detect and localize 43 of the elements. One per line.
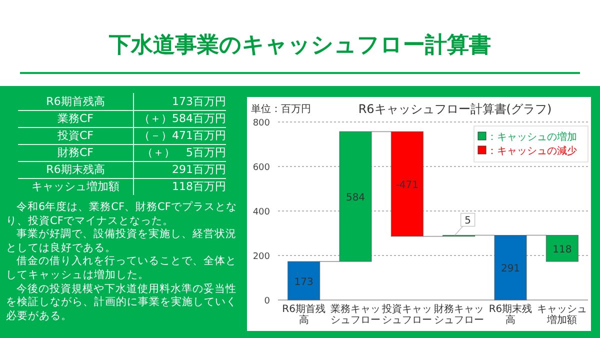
- legend-label: ：キャッシュの増加: [487, 131, 577, 143]
- y-tick-label: 600: [252, 163, 270, 173]
- text: 291百万円: [171, 162, 226, 178]
- x-tick-label: R6期末残高: [488, 303, 532, 326]
- bar: [288, 261, 320, 300]
- bar: [339, 131, 372, 262]
- data-label: 173: [294, 276, 314, 288]
- text: 業務CF: [56, 111, 94, 127]
- text: 下水道事業のキャッシュフロー計算書: [108, 32, 492, 60]
- y-tick-label: 800: [252, 118, 270, 128]
- text: （＋）584百万円: [138, 111, 226, 127]
- y-tick-label: 0: [264, 296, 270, 306]
- text: R6期末残高: [45, 162, 106, 178]
- text: 118百万円: [171, 179, 226, 195]
- text: 今後の投資規模や下水道使用料水準の妥当性を検証しながら、計画的に事業を実施していく必要がある。: [6, 282, 238, 324]
- chart-title: R6キャッシュフロー計算書(グラフ): [358, 102, 552, 116]
- data-label: 584: [346, 192, 366, 204]
- bar: [390, 131, 424, 237]
- text: 借金の借り入れを行っていることで、全体としてキャッシュは増加した。: [6, 255, 238, 283]
- text: 令和6年度は、業務CF、財務CFでプラスとなり、投資CFでマイナスとなった。: [6, 201, 238, 228]
- text: 財務CF: [56, 145, 94, 161]
- data-label: 291: [500, 264, 520, 275]
- x-tick-label: R6期首残高: [282, 303, 326, 326]
- text: （＋） 5百万円: [141, 145, 226, 161]
- y-tick-label: 200: [252, 252, 270, 262]
- bar: [546, 235, 578, 262]
- legend-label: ：キャッシュの減少: [487, 145, 577, 157]
- y-axis-title: 単位：百万円: [251, 103, 311, 115]
- x-tick-label: 業務キャッシュフロー: [330, 303, 380, 326]
- text: 投資CF: [56, 128, 94, 144]
- bar: [494, 235, 527, 300]
- x-tick-label: 財務キャッシュフロー: [434, 303, 484, 326]
- y-tick-label: 400: [252, 208, 270, 218]
- data-label: 5: [464, 215, 472, 226]
- text: キャッシュ増加額: [30, 179, 120, 195]
- data-label: -471: [396, 180, 419, 191]
- text: 事業が好調で、設備投資を実施し、経営状況としては良好である。: [6, 228, 238, 255]
- text: R6期首残高: [45, 94, 106, 110]
- x-tick-label: 投資キャッシュフロー: [381, 303, 432, 326]
- data-label: 118: [552, 244, 572, 256]
- text: （－）471百万円: [138, 128, 226, 144]
- text: 173百万円: [171, 94, 226, 110]
- x-tick-label: キャッシュ増加額: [537, 304, 588, 326]
